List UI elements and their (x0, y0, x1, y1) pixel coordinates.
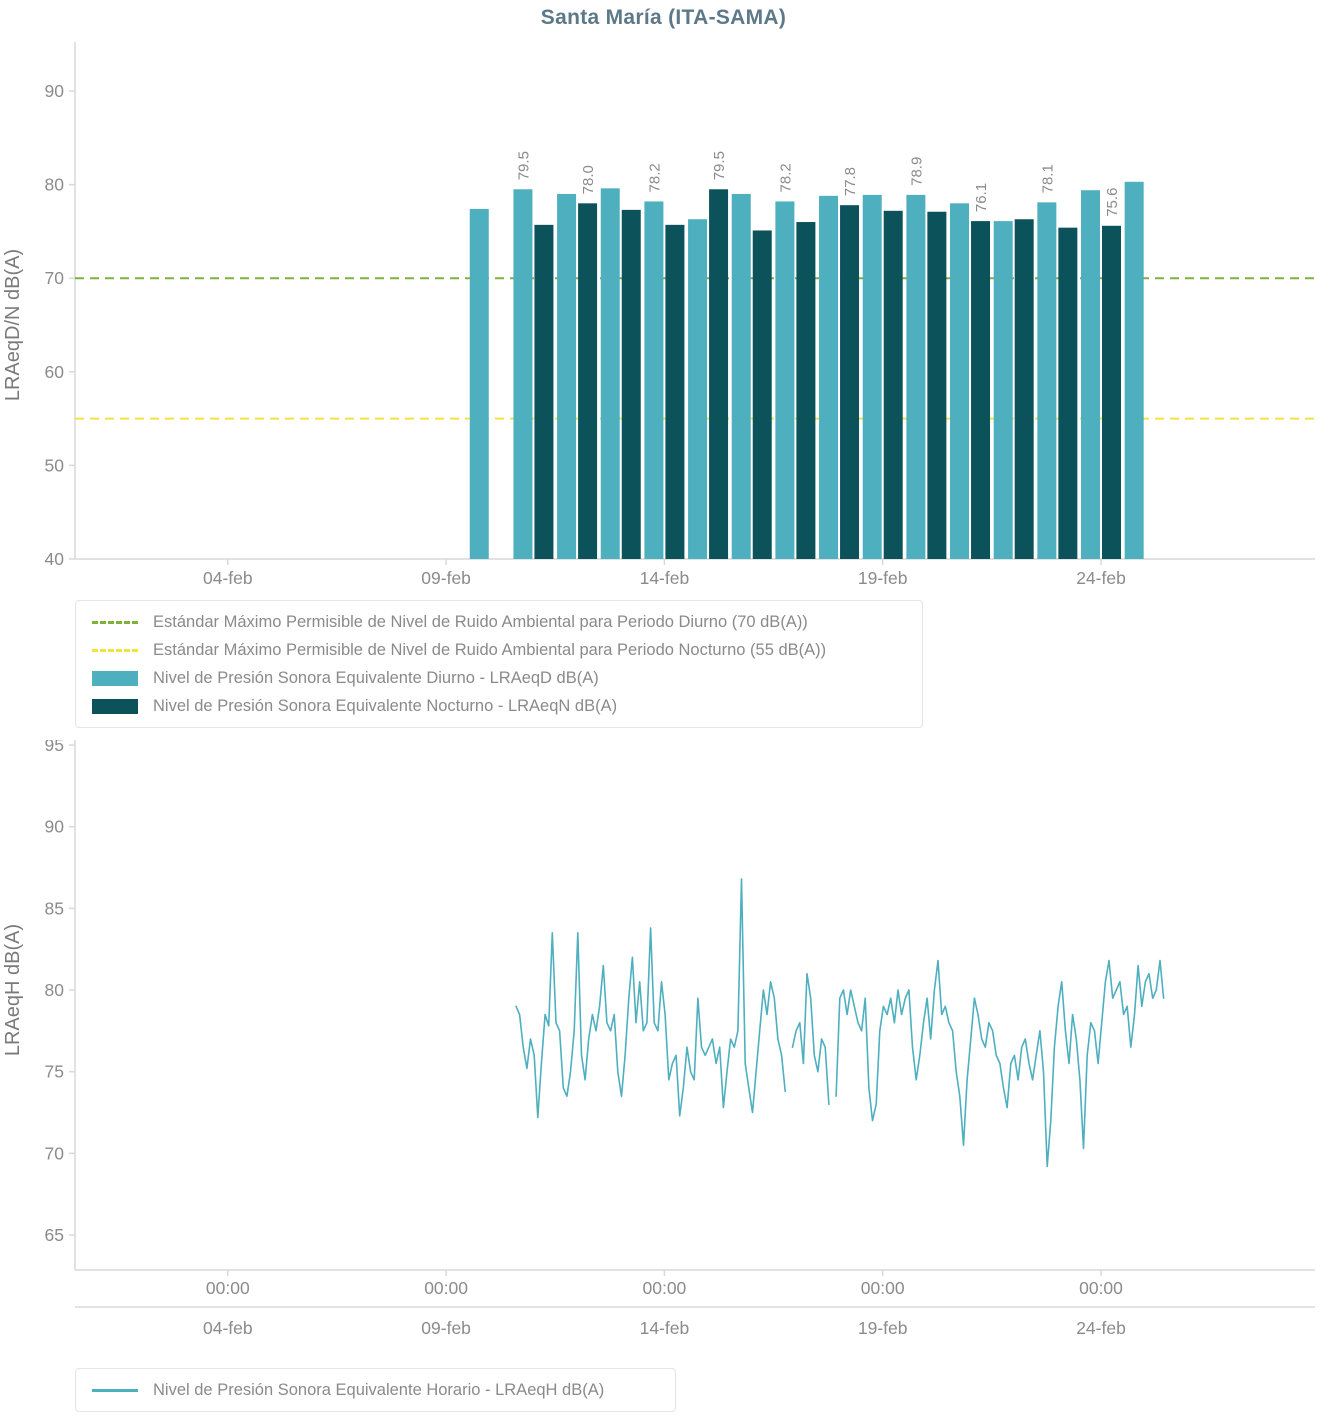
legend-item-limit-nocturno[interactable]: Estándar Máximo Permisible de Nivel de R… (92, 640, 906, 660)
bar-diurno-17-feb[interactable] (775, 201, 795, 559)
bar-value-label: 76.1 (973, 183, 990, 212)
hourly-levels-line-chart: 65 70 75 80 85 90 95 00:00 00:00 00:00 00:00 00:00 0… (2, 740, 1315, 1338)
legend-label-horario-series: Nivel de Presión Sonora Equivalente Hora… (153, 1381, 605, 1399)
bar-value-label: 77.8 (842, 167, 859, 196)
bar-diurno-13-feb[interactable] (600, 188, 620, 559)
bar-diurno-21-feb[interactable] (950, 203, 970, 559)
bar-value-label: 79.5 (515, 151, 532, 180)
tick-label: 14-feb (640, 1318, 690, 1338)
bar-value-label: 79.5 (711, 151, 728, 180)
tick-label: 70 (45, 1143, 65, 1163)
bar-value-label: 78.2 (646, 163, 663, 192)
tick-label: 85 (45, 898, 64, 918)
tick-label: 95 (45, 740, 64, 755)
bar-nocturno-14-feb[interactable] (665, 224, 685, 559)
tick-label: 60 (45, 362, 65, 382)
legend-item-diurno-series[interactable]: Nivel de Presión Sonora Equivalente Diur… (92, 668, 906, 688)
bar-nocturno-18-feb[interactable] (840, 205, 860, 559)
tick-label: 00:00 (1079, 1278, 1123, 1298)
bar-nocturno-17-feb[interactable] (796, 222, 816, 560)
tick-label: 00:00 (861, 1278, 905, 1298)
tick-label: 24-feb (1076, 568, 1126, 588)
legend-item-limit-diurno[interactable]: Estándar Máximo Permisible de Nivel de R… (92, 612, 906, 632)
bar-diurno-18-feb[interactable] (819, 195, 839, 559)
tick-label: 00:00 (424, 1278, 468, 1298)
tick-label: 80 (45, 175, 65, 195)
bar-nocturno-20-feb[interactable] (927, 211, 947, 559)
limit-nocturno-dash-swatch (92, 648, 138, 652)
y-axis-title-daily: LRAeqD/N dB(A) (2, 249, 24, 401)
legend-item-horario-series[interactable]: Nivel de Presión Sonora Equivalente Hora… (92, 1380, 659, 1400)
horario-line-swatch (92, 1388, 138, 1392)
tick-label: 14-feb (640, 568, 690, 588)
tick-label: 04-feb (203, 568, 253, 588)
tick-label: 80 (45, 980, 65, 1000)
tick-label: 19-feb (858, 1318, 908, 1338)
legend-label-nocturno-series: Nivel de Presión Sonora Equivalente Noct… (153, 697, 618, 715)
bar-diurno-19-feb[interactable] (862, 194, 882, 559)
bar-value-label: 75.6 (1104, 188, 1121, 217)
bar-diurno-15-feb[interactable] (688, 219, 708, 559)
bar-diurno-20-feb[interactable] (906, 194, 926, 559)
bar-diurno-16-feb[interactable] (731, 193, 751, 559)
bar-nocturno-16-feb[interactable] (752, 230, 772, 560)
bar-nocturno-11-feb[interactable] (534, 224, 554, 559)
hourly-chart-legend: Nivel de Presión Sonora Equivalente Hora… (75, 1368, 676, 1412)
legend-item-nocturno-series[interactable]: Nivel de Presión Sonora Equivalente Noct… (92, 696, 906, 716)
bar-diurno-22-feb[interactable] (993, 221, 1013, 559)
bar-diurno-25-feb[interactable] (1124, 181, 1144, 560)
bar-nocturno-22-feb[interactable] (1014, 219, 1034, 559)
legend-label-limit-nocturno: Estándar Máximo Permisible de Nivel de R… (153, 641, 827, 659)
tick-label: 70 (45, 268, 65, 288)
tick-label: 19-feb (858, 568, 908, 588)
bar-diurno-12-feb[interactable] (557, 193, 577, 559)
bar-nocturno-19-feb[interactable] (883, 210, 903, 560)
nocturno-bar-swatch (92, 698, 138, 714)
bar-diurno-23-feb[interactable] (1037, 202, 1057, 559)
hourly-level-line[interactable] (515, 878, 1165, 1168)
bar-value-label: 78.0 (580, 165, 597, 194)
bar-value-label: 78.2 (777, 163, 794, 192)
bar-nocturno-24-feb[interactable] (1102, 225, 1122, 559)
legend-label-limit-diurno: Estándar Máximo Permisible de Nivel de R… (153, 613, 808, 631)
bar-nocturno-21-feb[interactable] (971, 221, 991, 559)
tick-label: 90 (45, 817, 65, 837)
tick-label: 09-feb (421, 568, 471, 588)
tick-label: 90 (45, 81, 65, 101)
tick-label: 00:00 (206, 1278, 250, 1298)
page-title: Santa María (ITA-SAMA) (540, 6, 787, 29)
daily-chart-legend: Estándar Máximo Permisible de Nivel de R… (75, 600, 923, 728)
diurno-bar-swatch (92, 670, 138, 686)
bar-diurno-11-feb[interactable] (513, 189, 533, 559)
bar-value-label: 78.9 (908, 157, 925, 186)
limit-diurno-dash-swatch (92, 620, 138, 624)
bar-nocturno-12-feb[interactable] (578, 203, 598, 559)
tick-label: 24-feb (1076, 1318, 1126, 1338)
tick-label: 00:00 (643, 1278, 687, 1298)
bar-nocturno-23-feb[interactable] (1058, 227, 1078, 559)
y-axis-title-hourly: LRAeqH dB(A) (2, 924, 24, 1056)
bar-nocturno-13-feb[interactable] (621, 209, 641, 559)
tick-label: 50 (45, 455, 65, 475)
tick-label: 40 (45, 549, 65, 569)
bar-nocturno-15-feb[interactable] (709, 189, 729, 559)
legend-label-diurno-series: Nivel de Presión Sonora Equivalente Diur… (153, 669, 599, 687)
bar-diurno-24-feb[interactable] (1081, 190, 1101, 559)
tick-label: 75 (45, 1062, 64, 1082)
bar-value-label: 78.1 (1039, 164, 1056, 193)
tick-label: 04-feb (203, 1318, 253, 1338)
daily-levels-bar-chart: 40 50 60 70 80 90 04-feb 09-feb 14-feb 19-feb 24-f… (2, 42, 1315, 588)
tick-label: 09-feb (421, 1318, 471, 1338)
bar-diurno-10-feb[interactable] (469, 208, 489, 559)
tick-label: 65 (45, 1225, 64, 1245)
bar-diurno-14-feb[interactable] (644, 201, 664, 559)
